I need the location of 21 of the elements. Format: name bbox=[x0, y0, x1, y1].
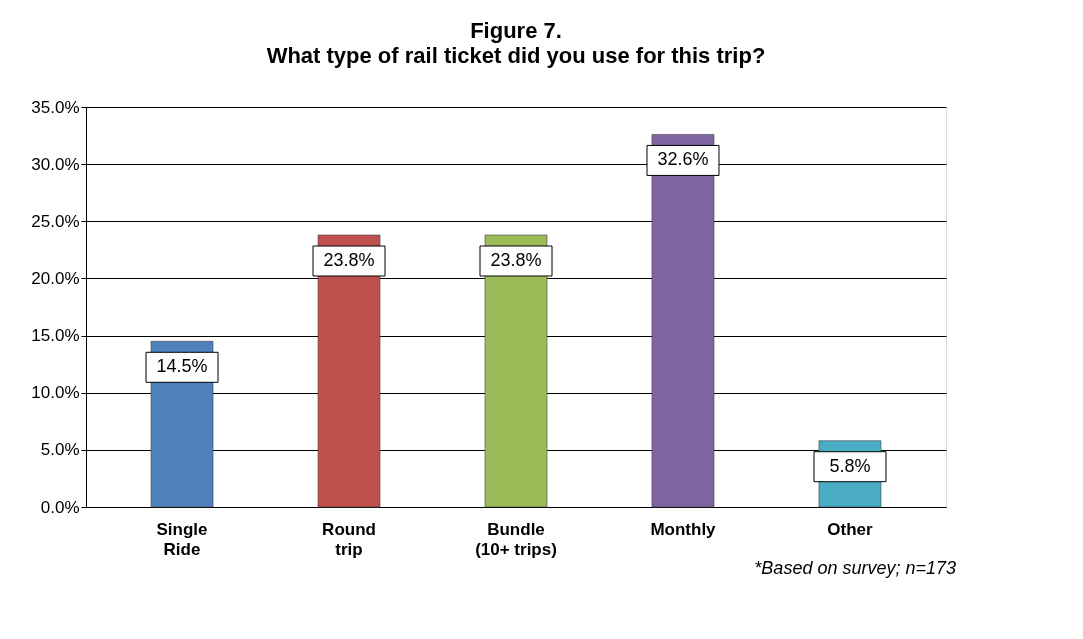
data-label: 14.5% bbox=[156, 356, 208, 377]
y-tick-label: 5.0% bbox=[40, 440, 80, 460]
y-tick-label: 25.0% bbox=[31, 211, 80, 231]
text: *Based on survey; n=173 bbox=[754, 558, 956, 578]
data-label: 5.8% bbox=[829, 455, 871, 476]
data-label: 23.8% bbox=[323, 250, 375, 270]
x-tick-label: Other bbox=[827, 519, 874, 539]
y-tick-label: 30.0% bbox=[31, 154, 80, 174]
y-tick-label: 20.0% bbox=[31, 268, 80, 288]
chart-subtitle: What type of rail ticket did you use for this trip? bbox=[266, 43, 766, 68]
data-label: 23.8% bbox=[490, 250, 542, 270]
y-tick-label: 15.0% bbox=[31, 326, 80, 346]
x-tick-label: Bundle (10+ trips) bbox=[475, 519, 557, 559]
x-tick-label: Single Ride bbox=[156, 519, 208, 559]
chart-title: Figure 7. bbox=[470, 18, 562, 43]
x-tick-label: Monthly bbox=[650, 519, 717, 539]
data-label: 32.6% bbox=[657, 149, 709, 170]
y-tick-label: 10.0% bbox=[31, 383, 80, 403]
y-tick-label: 0.0% bbox=[40, 497, 80, 517]
y-tick-label: 35.0% bbox=[31, 97, 80, 117]
x-tick-label: Round trip bbox=[322, 519, 376, 559]
